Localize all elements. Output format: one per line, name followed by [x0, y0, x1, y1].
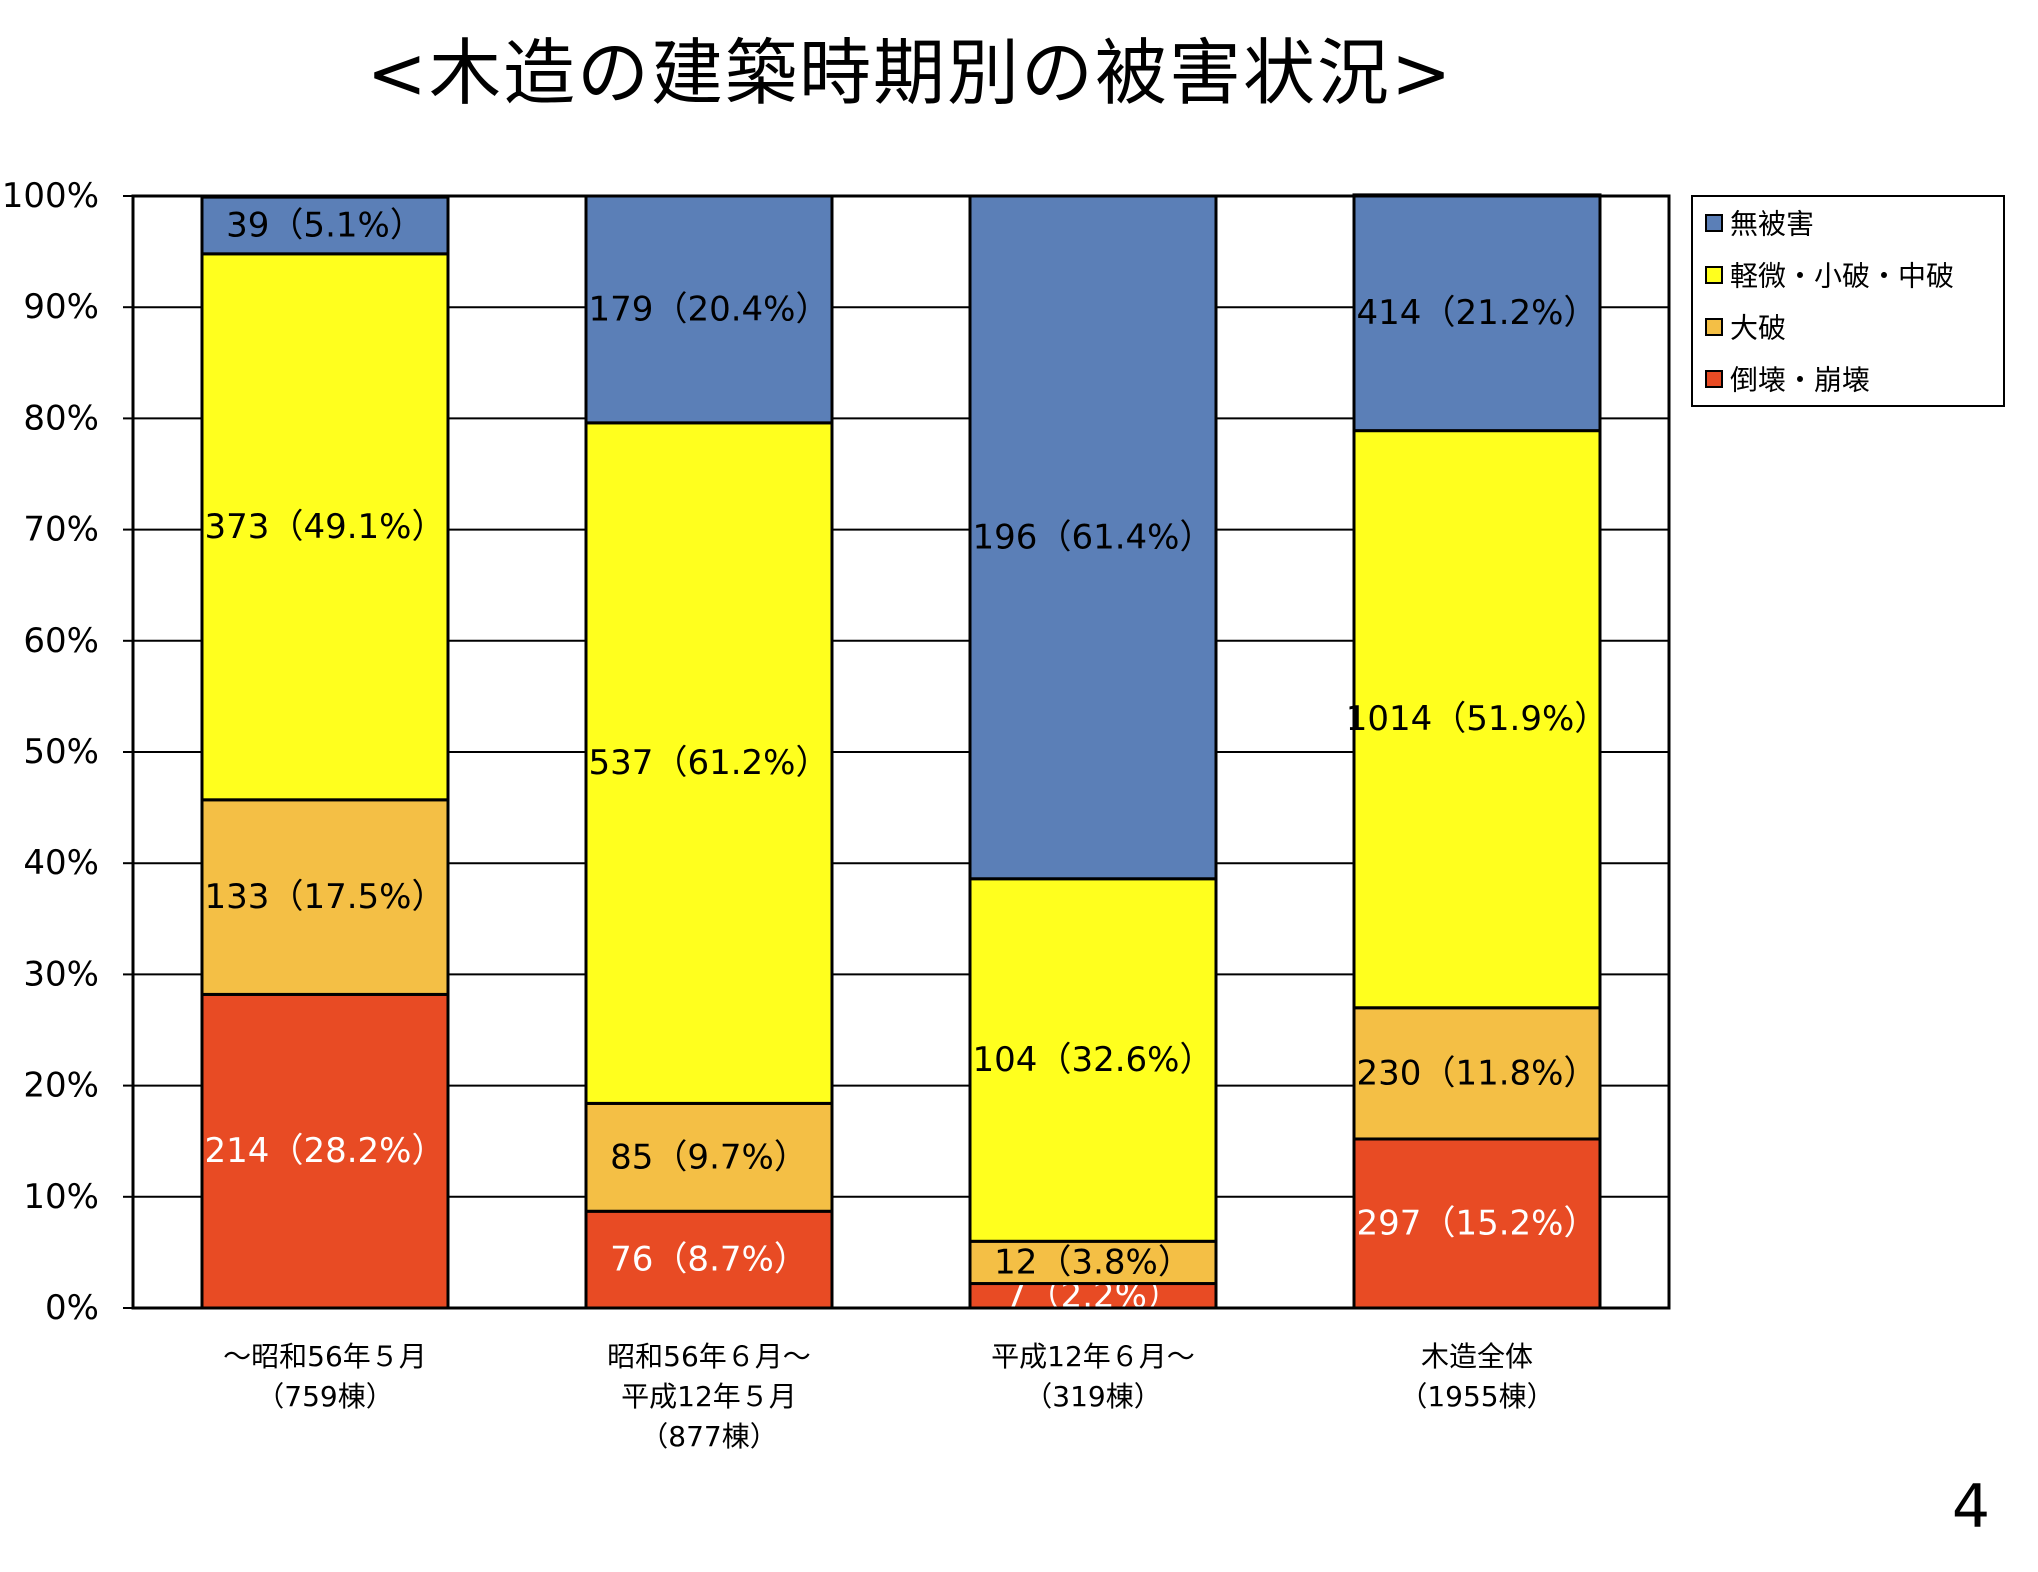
data-label: 537（61.2%） [589, 743, 830, 783]
legend-label: 軽微・小破・中破 [1730, 260, 1954, 293]
y-tick-label: 70% [23, 510, 99, 550]
x-tick-label: （877棟） [640, 1420, 777, 1453]
legend-swatch [1705, 318, 1723, 336]
x-tick-label: ～昭和56年５月 [223, 1340, 427, 1373]
bar-segment [584, 421, 834, 1105]
y-tick-label: 30% [23, 954, 99, 994]
legend-swatch [1705, 266, 1723, 284]
legend-swatch [1705, 214, 1723, 232]
y-tick-label: 60% [23, 621, 99, 661]
y-tick-label: 20% [23, 1066, 99, 1106]
data-label: 76（8.7%） [610, 1240, 808, 1280]
y-tick-label: 40% [23, 843, 99, 883]
y-tick-label: 80% [23, 398, 99, 438]
bar-segment [584, 1209, 834, 1310]
page-number: 4 [1951, 1472, 1990, 1542]
data-label: 179（20.4%） [589, 289, 830, 329]
x-tick-label: 木造全体 [1421, 1340, 1533, 1373]
data-label: 196（61.4%） [973, 517, 1214, 557]
data-label: 1014（51.9%） [1346, 699, 1609, 739]
y-tick-label: 90% [23, 287, 99, 327]
bar-segment [1352, 429, 1602, 1010]
data-label: 373（49.1%） [205, 507, 446, 547]
x-tick-label: （319棟） [1024, 1380, 1161, 1413]
x-tick-label: 平成12年６月～ [991, 1340, 1195, 1373]
bar-segment [1352, 1006, 1602, 1141]
data-label: 414（21.2%） [1357, 293, 1598, 333]
data-label: 39（5.1%） [226, 205, 424, 245]
bar-segment [968, 877, 1218, 1243]
y-tick-label: 50% [23, 732, 99, 772]
x-tick-label: （759棟） [256, 1380, 393, 1413]
legend-swatch [1705, 370, 1723, 388]
data-label: 133（17.5%） [205, 877, 446, 917]
bar-segment [200, 252, 450, 802]
legend-label: 大破 [1730, 312, 1786, 345]
plot-border [131, 194, 1671, 1310]
bar-segment [968, 1239, 1218, 1286]
data-label: 297（15.2%） [1357, 1203, 1598, 1243]
y-tick-label: 0% [45, 1288, 99, 1328]
bar-segment [968, 194, 1218, 881]
page-title: <木造の建築時期別の被害状況> [366, 31, 1454, 115]
y-tick-label: 100% [2, 176, 99, 216]
data-label: 12（3.8%） [994, 1242, 1192, 1282]
data-label: 214（28.2%） [205, 1131, 446, 1171]
x-tick-label: 平成12年５月 [621, 1380, 797, 1413]
x-tick-label: （1955棟） [1399, 1380, 1554, 1413]
legend-box [1691, 195, 2005, 407]
bar-segment [1352, 193, 1602, 433]
bar-segment [584, 1101, 834, 1213]
bar-segment [1352, 1137, 1602, 1310]
y-tick-label: 10% [23, 1177, 99, 1217]
bar-segment [200, 195, 450, 256]
data-label: 230（11.8%） [1357, 1053, 1598, 1093]
x-tick-label: 昭和56年６月～ [607, 1340, 811, 1373]
bar-segment [200, 798, 450, 996]
data-label: 85（9.7%） [610, 1137, 808, 1177]
legend-label: 倒壊・崩壊 [1730, 364, 1870, 397]
legend-label: 無被害 [1730, 208, 1814, 241]
data-label: 104（32.6%） [973, 1040, 1214, 1080]
